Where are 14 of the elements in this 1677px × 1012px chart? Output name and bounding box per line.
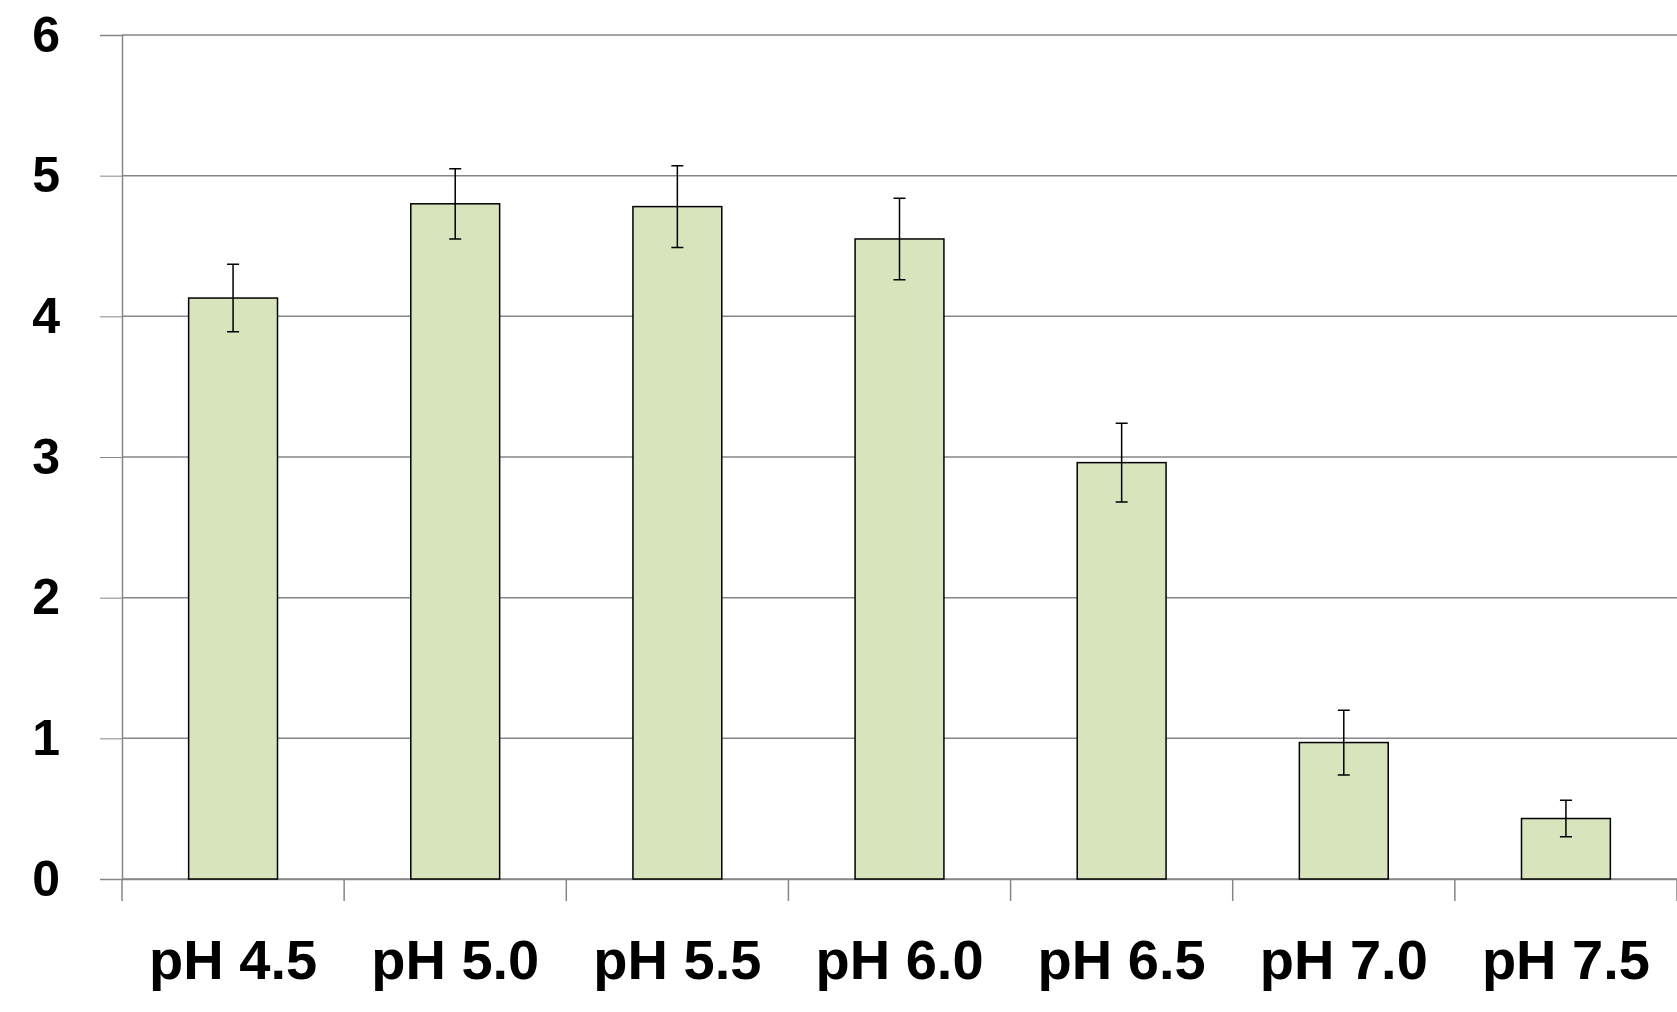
x-tick-label: pH 5.0: [371, 927, 540, 991]
y-tick-label: 0: [32, 850, 60, 907]
y-tick-label: 4: [32, 287, 61, 344]
y-tick-label: 5: [32, 147, 60, 204]
x-tick-label: pH 4.5: [149, 927, 318, 991]
x-tick-label: pH 6.5: [1037, 927, 1206, 991]
x-tick-label: pH 7.0: [1259, 927, 1428, 991]
x-tick-label: pH 7.5: [1481, 927, 1650, 991]
y-tick-label: 2: [32, 569, 60, 626]
y-tick-label: 6: [32, 6, 60, 63]
y-tick-label: 3: [32, 428, 60, 485]
x-tick-label: pH 6.0: [815, 927, 984, 991]
y-tick-label: 1: [32, 709, 60, 766]
x-tick-label: pH 5.5: [593, 927, 762, 991]
